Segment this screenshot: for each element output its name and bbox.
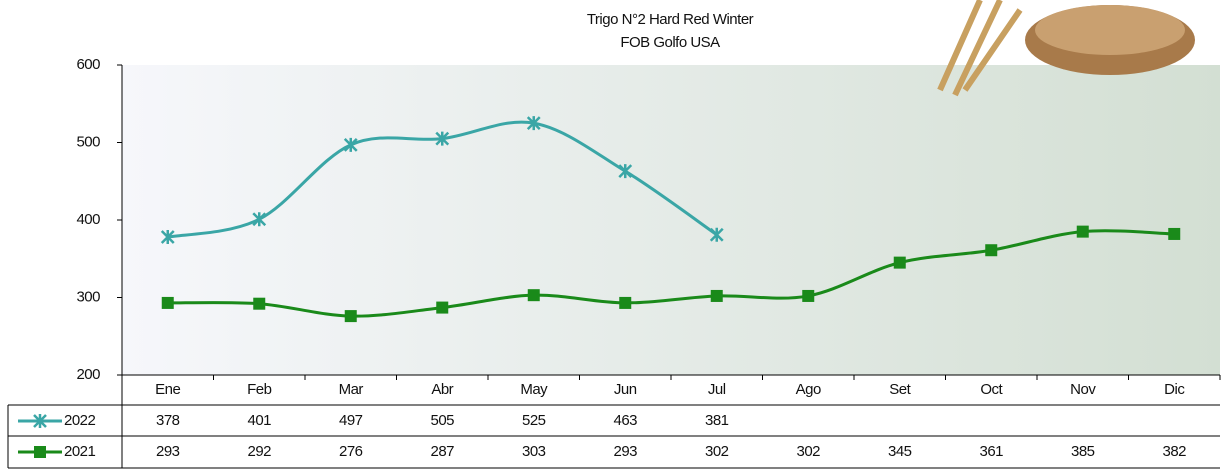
data-point bbox=[985, 244, 997, 256]
table-value: 385 bbox=[1071, 443, 1095, 460]
table-value: 302 bbox=[705, 443, 729, 460]
data-point bbox=[619, 297, 631, 309]
table-value: 505 bbox=[430, 412, 454, 429]
table-value: 302 bbox=[796, 443, 820, 460]
x-tick-label: Ene bbox=[155, 381, 180, 398]
y-tick-label: 300 bbox=[76, 288, 100, 305]
data-point bbox=[711, 290, 723, 302]
data-point bbox=[528, 289, 540, 301]
table-value: 381 bbox=[705, 412, 729, 429]
legend-label: 2021 bbox=[64, 443, 96, 460]
data-point bbox=[345, 310, 357, 322]
data-point bbox=[1168, 228, 1180, 240]
x-tick-label: Ago bbox=[796, 381, 821, 398]
y-tick-label: 400 bbox=[76, 211, 100, 228]
x-tick-label: May bbox=[520, 381, 548, 398]
legend-marker bbox=[34, 446, 46, 458]
chart: Trigo N°2 Hard Red Winter FOB Golfo USA … bbox=[0, 0, 1227, 471]
table-value: 293 bbox=[156, 443, 180, 460]
data-point bbox=[253, 298, 265, 310]
y-tick-label: 500 bbox=[76, 133, 100, 150]
data-point bbox=[894, 257, 906, 269]
x-tick-label: Nov bbox=[1070, 381, 1096, 398]
plot-area bbox=[122, 65, 1220, 375]
x-tick-label: Jul bbox=[708, 381, 726, 398]
table-value: 497 bbox=[339, 412, 363, 429]
data-point bbox=[436, 302, 448, 314]
table-value: 292 bbox=[247, 443, 271, 460]
table-value: 293 bbox=[613, 443, 637, 460]
data-point bbox=[1077, 226, 1089, 238]
chart-title: Trigo N°2 Hard Red Winter bbox=[587, 11, 754, 28]
chart-subtitle: FOB Golfo USA bbox=[620, 34, 720, 51]
data-point bbox=[162, 297, 174, 309]
x-tick-label: Feb bbox=[247, 381, 272, 398]
table-value: 463 bbox=[613, 412, 637, 429]
x-tick-label: Mar bbox=[339, 381, 364, 398]
table-value: 345 bbox=[888, 443, 912, 460]
table-value: 303 bbox=[522, 443, 546, 460]
table-value: 401 bbox=[247, 412, 271, 429]
legend-label: 2022 bbox=[64, 412, 96, 429]
x-tick-label: Jun bbox=[614, 381, 637, 398]
table-value: 276 bbox=[339, 443, 363, 460]
x-tick-label: Oct bbox=[980, 381, 1003, 398]
data-point bbox=[802, 290, 814, 302]
table-value: 361 bbox=[979, 443, 1003, 460]
y-tick-label: 200 bbox=[76, 366, 100, 383]
x-tick-label: Abr bbox=[431, 381, 453, 398]
table-value: 525 bbox=[522, 412, 546, 429]
x-tick-label: Dic bbox=[1164, 381, 1185, 398]
x-tick-label: Set bbox=[889, 381, 911, 398]
table-value: 287 bbox=[430, 443, 454, 460]
table-value: 378 bbox=[156, 412, 180, 429]
y-tick-label: 600 bbox=[76, 56, 100, 73]
table-value: 382 bbox=[1162, 443, 1186, 460]
